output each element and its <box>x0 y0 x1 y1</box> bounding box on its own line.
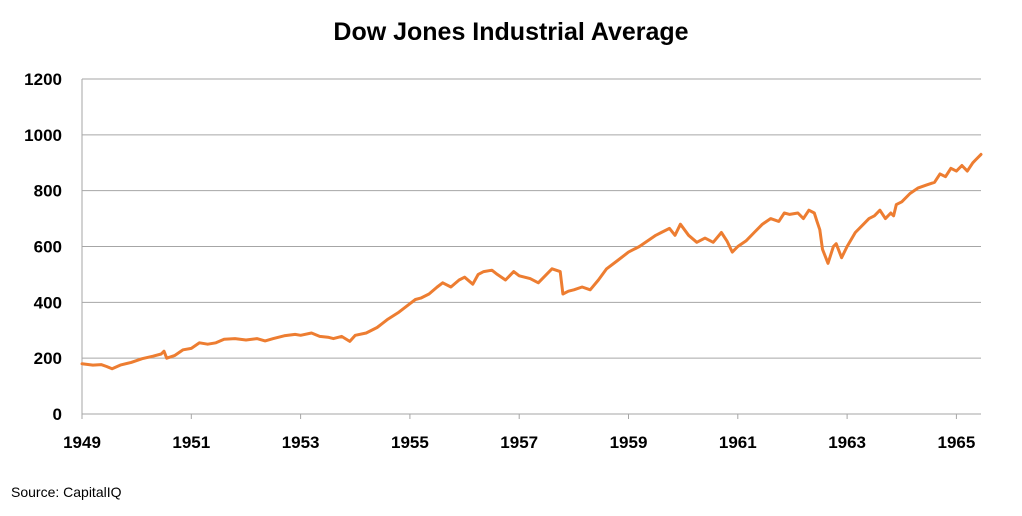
x-tick-label: 1953 <box>282 433 320 452</box>
x-tick-label: 1965 <box>937 433 975 452</box>
x-tick-label: 1959 <box>610 433 648 452</box>
x-tick-label: 1955 <box>391 433 429 452</box>
x-tick-label: 1961 <box>719 433 757 452</box>
y-tick-label: 600 <box>34 238 62 257</box>
source-note: Source: CapitalIQ <box>11 484 122 500</box>
x-tick-label: 1949 <box>63 433 101 452</box>
series-line-0 <box>80 152 983 371</box>
x-tick-label: 1957 <box>500 433 538 452</box>
x-tick-label: 1951 <box>172 433 210 452</box>
y-tick-label: 1200 <box>24 70 62 89</box>
y-tick-label: 1000 <box>24 126 62 145</box>
y-tick-label: 400 <box>34 293 62 312</box>
y-tick-label: 800 <box>34 182 62 201</box>
y-tick-label: 0 <box>53 405 62 424</box>
series-layer <box>80 152 983 371</box>
x-tick-label: 1963 <box>828 433 866 452</box>
gridlines <box>82 78 981 359</box>
x-axis-ticks: 1949 1951 1953 1955 1957 1959 1961 1963 1965 <box>63 414 975 452</box>
y-tick-label: 200 <box>34 349 62 368</box>
chart-title: Dow Jones Industrial Average <box>333 18 688 46</box>
y-axis-ticks: 0 200 400 600 800 1000 1200 <box>24 70 62 424</box>
